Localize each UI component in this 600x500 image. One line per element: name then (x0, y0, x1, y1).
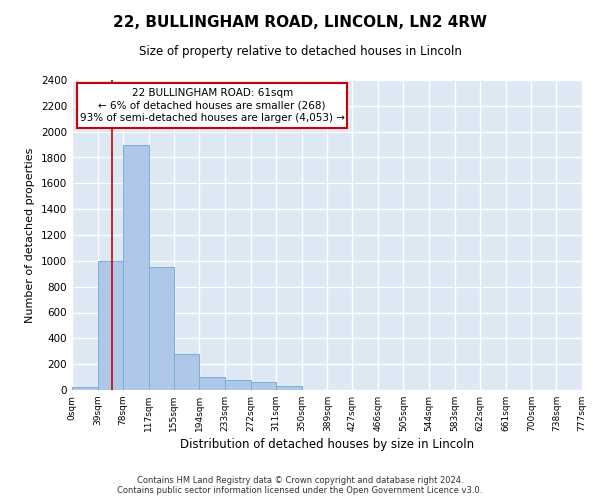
Text: 22, BULLINGHAM ROAD, LINCOLN, LN2 4RW: 22, BULLINGHAM ROAD, LINCOLN, LN2 4RW (113, 15, 487, 30)
Text: 93% of semi-detached houses are larger (4,053) →: 93% of semi-detached houses are larger (… (80, 113, 345, 123)
Bar (149, 268, 174, 390)
Text: 22 BULLINGHAM ROAD: 61sqm: 22 BULLINGHAM ROAD: 61sqm (131, 88, 293, 98)
Bar (251, 382, 276, 390)
Bar (72, 388, 98, 390)
Bar (123, 144, 149, 390)
FancyBboxPatch shape (77, 83, 347, 128)
Y-axis label: Number of detached properties: Number of detached properties (25, 148, 35, 322)
Text: ← 6% of detached houses are smaller (268): ← 6% of detached houses are smaller (268… (98, 100, 326, 110)
Bar (98, 261, 123, 390)
Text: Contains HM Land Registry data © Crown copyright and database right 2024.
Contai: Contains HM Land Registry data © Crown c… (118, 476, 482, 495)
Text: Size of property relative to detached houses in Lincoln: Size of property relative to detached ho… (139, 45, 461, 58)
Bar (276, 386, 302, 390)
Bar (199, 377, 225, 390)
Bar (225, 380, 251, 390)
Bar (174, 354, 199, 390)
X-axis label: Distribution of detached houses by size in Lincoln: Distribution of detached houses by size … (180, 438, 474, 451)
